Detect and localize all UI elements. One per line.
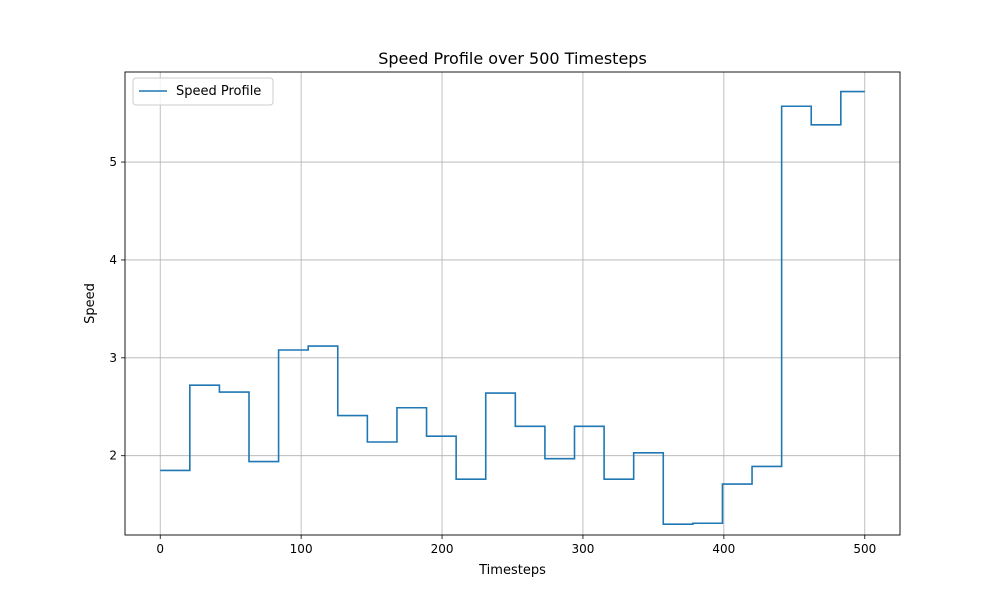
series-line-speed-profile bbox=[160, 90, 865, 526]
x-tick-label: 300 bbox=[572, 542, 595, 556]
legend-box bbox=[132, 77, 274, 106]
y-tick-label: 2 bbox=[109, 449, 117, 463]
y-tick-label: 4 bbox=[109, 253, 117, 267]
x-tick-label: 400 bbox=[712, 542, 735, 556]
y-axis-label: Speed bbox=[83, 283, 98, 324]
plot-frame bbox=[124, 71, 901, 536]
x-tick-label: 500 bbox=[853, 542, 876, 556]
y-tick-label: 5 bbox=[109, 155, 117, 169]
x-tick-label: 0 bbox=[156, 542, 164, 556]
axis-ticks: 0 100 200 300 400 500 2 3 4 5 bbox=[109, 155, 876, 556]
x-tick-label: 100 bbox=[290, 542, 313, 556]
y-tick-label: 3 bbox=[109, 351, 117, 365]
grid-lines bbox=[125, 72, 900, 535]
legend: Speed Profile bbox=[132, 77, 274, 106]
x-axis-label: Timesteps bbox=[478, 563, 546, 578]
legend-entry-speed-profile: Speed Profile bbox=[176, 84, 261, 99]
chart-title: Speed Profile over 500 Timesteps bbox=[378, 49, 647, 68]
series-layer bbox=[160, 90, 865, 526]
x-tick-label: 200 bbox=[431, 542, 454, 556]
